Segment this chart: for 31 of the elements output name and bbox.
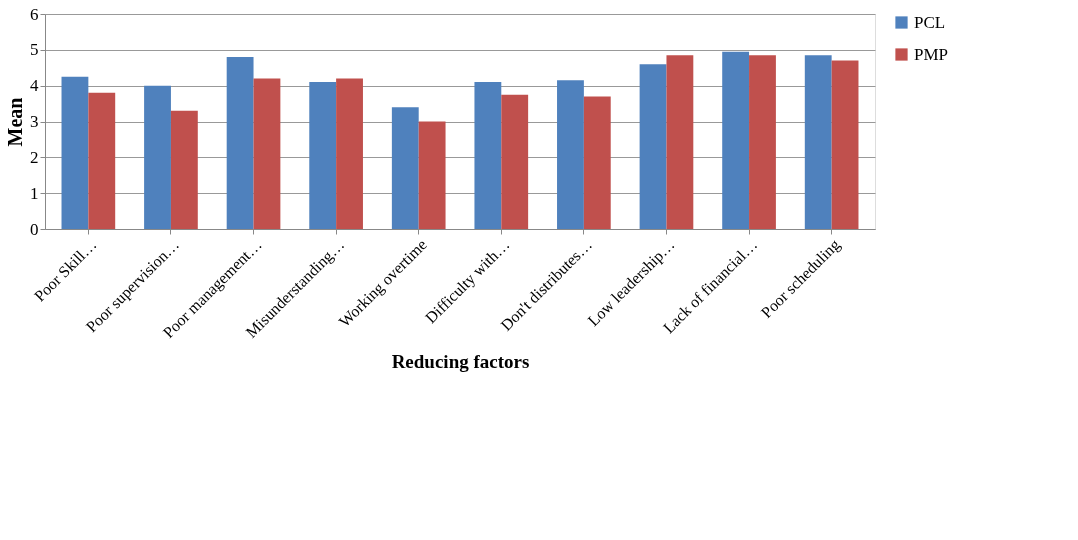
- legend-label: PCL: [914, 12, 946, 32]
- bar: [144, 85, 171, 229]
- bar: [474, 82, 502, 229]
- y-tick-label: 5: [30, 40, 39, 60]
- bar: [501, 94, 529, 229]
- bar: [170, 110, 198, 229]
- bar: [804, 55, 832, 229]
- bar: [749, 55, 776, 229]
- x-axis-title: Reducing factors: [391, 351, 530, 373]
- y-tick-label: 2: [30, 147, 39, 167]
- bar: [253, 78, 281, 229]
- bar: [666, 55, 694, 229]
- bar: [831, 60, 859, 229]
- y-tick-label: 1: [30, 183, 39, 203]
- bar: [61, 76, 89, 229]
- bar: [226, 57, 254, 229]
- bar: [418, 121, 446, 229]
- bar: [583, 96, 611, 229]
- bar: [391, 107, 419, 229]
- legend-label: PMP: [914, 44, 949, 64]
- bar: [557, 80, 584, 229]
- y-tick-label: 4: [30, 76, 39, 96]
- bar: [88, 92, 116, 229]
- bar: [722, 51, 750, 229]
- y-tick-label: 6: [30, 4, 39, 24]
- bar: [639, 64, 667, 229]
- bar: [336, 78, 363, 229]
- y-tick-label: 3: [30, 112, 39, 131]
- y-axis-title: Mean: [4, 97, 26, 147]
- bar: [309, 82, 337, 229]
- y-tick-label: 0: [30, 219, 39, 239]
